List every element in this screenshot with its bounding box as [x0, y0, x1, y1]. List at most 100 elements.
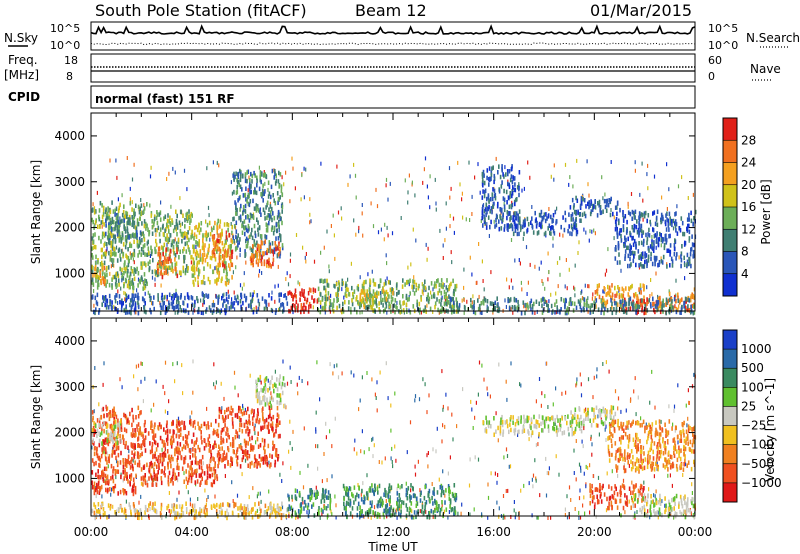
echo-cell: [99, 432, 101, 437]
echo-cell: [673, 296, 676, 302]
echo-cell: [536, 231, 539, 236]
scatter-cell: [233, 290, 235, 295]
echo-cell: [272, 193, 274, 198]
scatter-cell: [443, 283, 445, 287]
echo-cell: [485, 202, 488, 207]
scatter-cell: [523, 483, 525, 488]
echo-cell: [138, 454, 140, 460]
scatter-cell: [120, 472, 122, 477]
echo-cell: [643, 211, 646, 216]
echo-cell: [165, 227, 167, 232]
echo-cell: [387, 292, 389, 297]
echo-cell: [543, 212, 546, 217]
echo-cell: [156, 210, 158, 215]
echo-cell: [136, 232, 138, 238]
echo-cell: [585, 302, 588, 308]
echo-cell: [629, 230, 631, 236]
echo-cell: [151, 225, 154, 230]
echo-cell: [198, 259, 200, 265]
scatter-cell: [568, 515, 570, 520]
echo-cell: [249, 292, 252, 297]
scatter-cell: [556, 206, 558, 211]
echo-cell: [91, 253, 93, 258]
echo-cell: [261, 172, 263, 177]
echo-cell: [486, 209, 488, 215]
scatter-cell: [564, 162, 567, 167]
scatter-cell: [608, 288, 610, 293]
scatter-cell: [236, 255, 238, 260]
echo-cell: [515, 223, 517, 228]
scatter-cell: [682, 473, 684, 477]
echo-cell: [266, 247, 269, 253]
echo-cell: [688, 307, 691, 313]
echo-cell: [604, 287, 606, 292]
echo-cell: [91, 277, 94, 282]
echo-cell: [592, 309, 594, 314]
scatter-cell: [350, 306, 352, 311]
echo-cell: [108, 458, 110, 463]
echo-cell: [273, 215, 276, 221]
echo-cell: [235, 171, 237, 176]
echo-cell: [275, 222, 278, 228]
echo-cell: [124, 467, 126, 473]
scatter-cell: [442, 256, 444, 260]
echo-cell: [153, 222, 155, 227]
echo-cell: [270, 184, 273, 190]
echo-cell: [547, 214, 550, 219]
echo-cell: [257, 208, 260, 213]
echo-cell: [119, 219, 122, 224]
scatter-cell: [466, 299, 468, 304]
echo-cell: [133, 239, 135, 244]
scatter-cell: [604, 272, 606, 277]
echo-cell: [148, 266, 151, 271]
scatter-cell: [162, 384, 164, 389]
scatter-cell: [544, 394, 546, 399]
echo-cell: [117, 208, 120, 213]
scatter-cell: [412, 227, 414, 232]
scatter-cell: [419, 509, 421, 514]
scatter-cell: [531, 205, 533, 209]
echo-cell: [490, 170, 493, 175]
scatter-cell: [645, 422, 647, 427]
echo-cell: [594, 302, 596, 307]
scatter-cell: [598, 432, 600, 437]
echo-cell: [252, 292, 254, 297]
scatter-cell: [474, 175, 476, 180]
echo-cell: [115, 213, 118, 218]
echo-cell: [494, 300, 497, 306]
scatter-cell: [121, 275, 123, 280]
echo-cell: [260, 212, 262, 217]
echo-cell: [163, 216, 165, 221]
scatter-cell: [591, 229, 593, 234]
scatter-cell: [321, 512, 323, 517]
echo-cell: [159, 217, 162, 222]
scatter-cell: [426, 410, 428, 415]
echo-cell: [256, 255, 258, 261]
echo-cell: [288, 290, 291, 295]
echo-cell: [195, 234, 198, 239]
echo-cell: [223, 298, 225, 304]
echo-cell: [618, 286, 621, 292]
echo-cell: [184, 270, 187, 276]
echo-cell: [117, 445, 120, 451]
echo-cell: [239, 168, 241, 174]
echo-cell: [239, 214, 242, 219]
scatter-cell: [475, 281, 477, 285]
echo-cell: [486, 299, 489, 304]
scatter-cell: [265, 305, 267, 310]
echo-cell: [515, 298, 518, 303]
echo-cell: [91, 208, 94, 213]
echo-cell: [689, 296, 692, 301]
echo-cell: [514, 304, 516, 310]
echo-cell: [501, 217, 504, 223]
scatter-cell: [221, 406, 223, 411]
echo-cell: [238, 182, 240, 188]
scatter-cell: [447, 515, 449, 520]
echo-cell: [297, 303, 299, 308]
echo-cell: [130, 459, 132, 465]
echo-cell: [399, 300, 401, 305]
echo-cell: [583, 300, 586, 306]
echo-cell: [207, 276, 210, 282]
scatter-cell: [469, 255, 471, 260]
echo-cell: [218, 238, 220, 244]
